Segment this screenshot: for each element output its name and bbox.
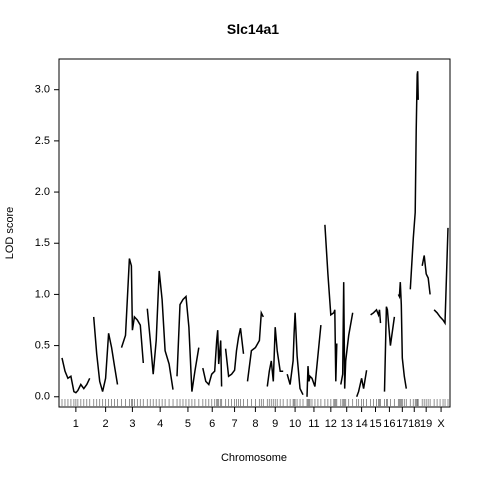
lod-series-chr12 (324, 224, 338, 382)
x-tick-label: 19 (420, 418, 432, 430)
x-tick-label: 8 (252, 418, 258, 430)
y-tick-label: 2.5 (35, 135, 50, 147)
lod-series-chr10 (286, 312, 304, 396)
x-tick-label: 1 (73, 418, 79, 430)
x-tick-label: 14 (355, 418, 367, 430)
marker-rug (61, 399, 449, 407)
y-tick-label: 0.0 (35, 391, 50, 403)
x-tick-label: X (437, 418, 445, 430)
lod-series-chr13 (340, 282, 354, 389)
x-tick-label: 11 (308, 418, 319, 430)
x-tick-label: 9 (272, 418, 278, 430)
lod-series-chr1 (61, 357, 91, 394)
x-tick-label: 3 (129, 418, 135, 430)
x-tick-label: 13 (341, 418, 353, 430)
y-axis-label: LOD score (4, 207, 16, 260)
lod-series-chr4 (146, 270, 174, 390)
lod-series-chr11 (306, 325, 322, 397)
x-tick-label: 6 (209, 418, 215, 430)
lod-series-chr8 (246, 309, 264, 382)
y-tick-label: 0.5 (35, 339, 50, 351)
lod-series-chr14 (355, 370, 368, 398)
x-tick-label: 10 (289, 418, 301, 430)
lod-series-chr19 (421, 255, 431, 295)
plot-frame (58, 58, 451, 408)
x-tick-label: 2 (103, 418, 109, 430)
lod-series-chr2 (92, 316, 119, 392)
x-tick-label: 4 (157, 418, 163, 430)
x-tick-label: 12 (325, 418, 337, 430)
lod-series-chr3 (120, 258, 145, 364)
x-tick-label: 5 (185, 418, 191, 430)
lod-series-chr16 (383, 306, 396, 392)
lod-series-chr7 (224, 328, 245, 378)
x-tick-label: 17 (396, 418, 408, 430)
lod-series-chrX (433, 227, 449, 326)
x-tick-label: 7 (231, 418, 237, 430)
lod-series-chr9 (266, 327, 284, 387)
lod-series-chr6 (202, 330, 223, 387)
y-axis: 0.0 0.5 1.0 1.5 2.0 2.5 3.0 (35, 84, 59, 403)
x-axis-label: Chromosome (221, 452, 287, 464)
lod-series-chr5 (176, 294, 200, 392)
x-tick-label: 16 (383, 418, 395, 430)
x-tick-label: 18 (408, 418, 420, 430)
y-tick-label: 3.0 (35, 84, 50, 96)
y-tick-label: 2.0 (35, 186, 50, 198)
x-tick-label: 15 (369, 418, 381, 430)
lod-lines (61, 71, 449, 398)
lod-series-chr17 (397, 282, 408, 389)
lod-series-chr15 (370, 308, 382, 324)
y-tick-label: 1.5 (35, 237, 50, 249)
x-axis: 1 2 3 4 5 6 7 8 9 10 11 12 13 14 15 16 17 18 19 X (73, 407, 445, 430)
y-tick-label: 1.0 (35, 288, 50, 300)
lod-series-chr18 (409, 71, 419, 290)
chart-title: Slc14a1 (227, 21, 279, 37)
